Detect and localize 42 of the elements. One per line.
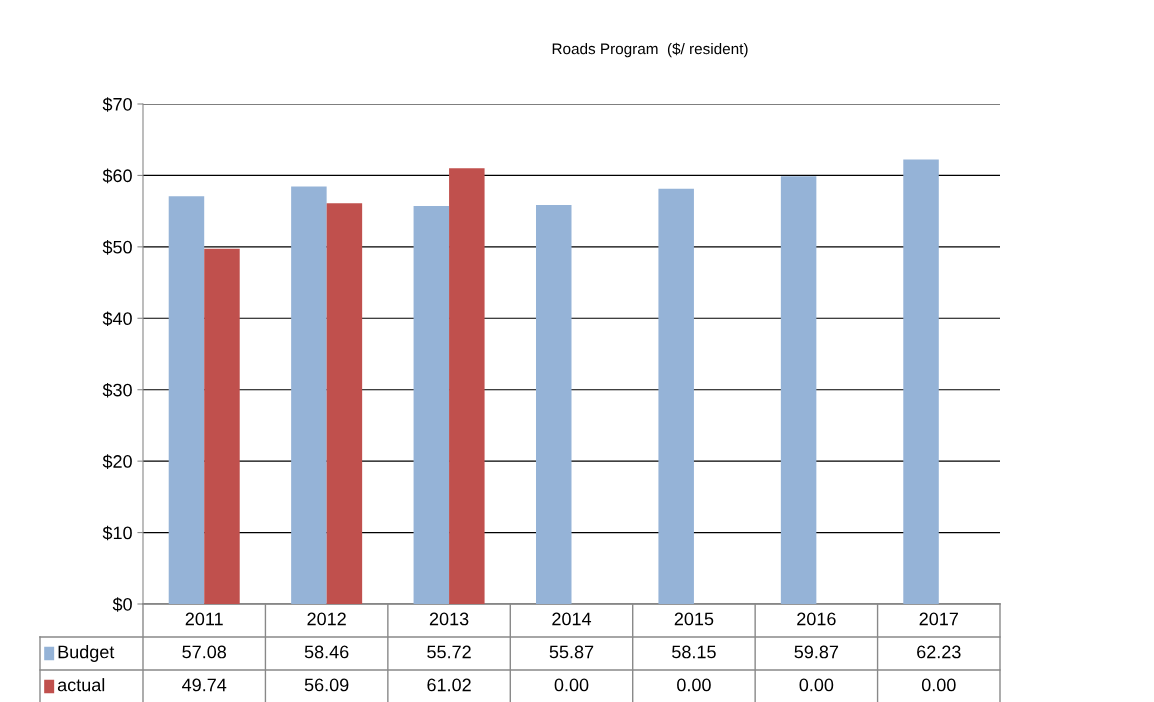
data-label: 61.02 bbox=[427, 678, 471, 692]
data-label: 55.87 bbox=[549, 645, 594, 659]
data-label: 62.23 bbox=[917, 645, 961, 659]
x-tick-label: 2012 bbox=[307, 612, 346, 626]
x-tick-label: 2015 bbox=[674, 612, 714, 626]
bar bbox=[449, 168, 485, 604]
data-label: 0.00 bbox=[554, 678, 589, 692]
bar bbox=[536, 204, 572, 604]
y-tick-label: $10 bbox=[102, 525, 132, 541]
y-tick-label: $70 bbox=[102, 97, 132, 112]
data-label: 56.09 bbox=[304, 678, 349, 692]
data-label: 58.15 bbox=[672, 645, 716, 659]
y-tick-label: $60 bbox=[102, 168, 132, 184]
data-label: 55.72 bbox=[427, 645, 471, 659]
y-tick-label: $30 bbox=[102, 382, 132, 398]
bar bbox=[413, 206, 450, 604]
legend-label: actual bbox=[57, 678, 105, 692]
data-label: 58.46 bbox=[304, 645, 349, 659]
y-tick-label: $50 bbox=[102, 240, 132, 255]
legend-label: Budget bbox=[58, 645, 115, 662]
chart-title: Roads Program ($/ resident) bbox=[552, 42, 748, 58]
x-tick-label: 2011 bbox=[185, 612, 223, 626]
bar bbox=[291, 186, 327, 604]
x-tick-label: 2014 bbox=[552, 612, 592, 626]
bar bbox=[903, 159, 939, 604]
bar bbox=[168, 196, 205, 604]
data-label: 49.74 bbox=[182, 678, 227, 692]
data-label: 0.00 bbox=[677, 678, 711, 692]
data-label: 0.00 bbox=[799, 678, 834, 692]
data-label: 0.00 bbox=[921, 678, 956, 692]
x-tick-label: 2017 bbox=[919, 612, 958, 626]
bar bbox=[326, 203, 363, 604]
x-tick-label: 2016 bbox=[797, 612, 836, 626]
bar bbox=[204, 248, 240, 604]
y-tick-label: $0 bbox=[112, 597, 132, 612]
bar bbox=[780, 176, 817, 604]
y-tick-label: $40 bbox=[102, 311, 132, 327]
x-tick-label: 2013 bbox=[429, 612, 469, 626]
y-tick-label: $20 bbox=[102, 454, 132, 469]
bar bbox=[658, 188, 694, 604]
data-label: 57.08 bbox=[182, 645, 227, 659]
data-label: 59.87 bbox=[794, 645, 839, 659]
